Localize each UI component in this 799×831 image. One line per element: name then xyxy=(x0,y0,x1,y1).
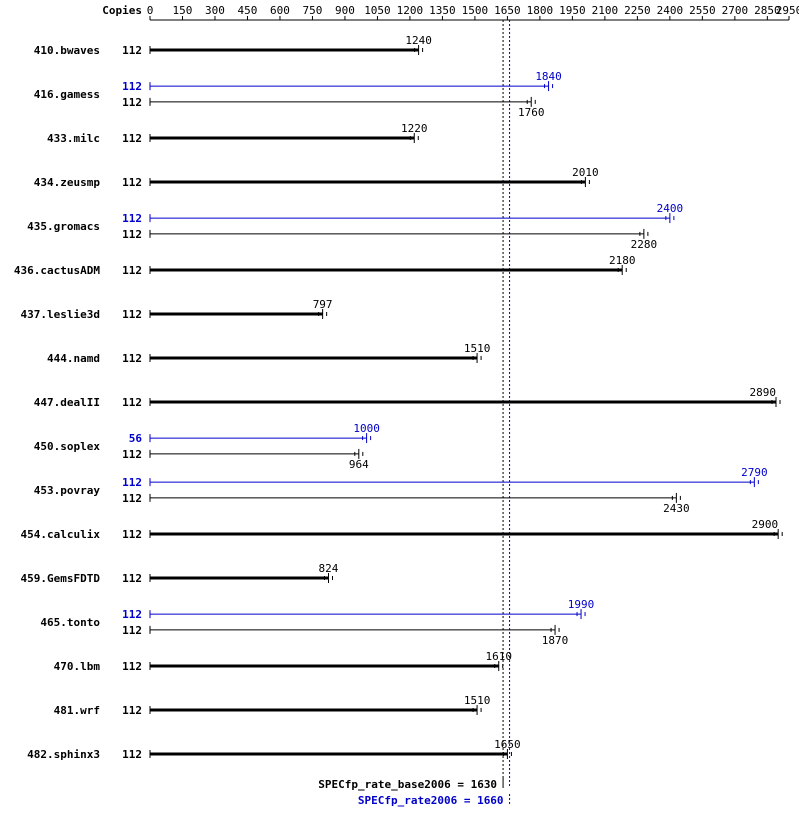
benchmark-label: 454.calculix xyxy=(21,528,101,541)
benchmark-label: 435.gromacs xyxy=(27,220,100,233)
benchmark-label: 481.wrf xyxy=(54,704,100,717)
copies-label: 112 xyxy=(122,352,142,365)
svg-text:450: 450 xyxy=(238,4,258,17)
svg-text:900: 900 xyxy=(335,4,355,17)
benchmark-label: 433.milc xyxy=(47,132,100,145)
copies-label: 112 xyxy=(122,704,142,717)
benchmark-label: 434.zeusmp xyxy=(34,176,101,189)
reference-label: SPECfp_rate2006 = 1660 xyxy=(358,794,504,807)
value-label: 1220 xyxy=(401,122,428,135)
benchmark-label: 482.sphinx3 xyxy=(27,748,100,761)
copies-label: 112 xyxy=(122,176,142,189)
benchmark-label: 437.leslie3d xyxy=(21,308,100,321)
value-label: 2430 xyxy=(663,502,690,515)
benchmark-label: 470.lbm xyxy=(54,660,101,673)
copies-label: 112 xyxy=(122,80,142,93)
svg-text:2400: 2400 xyxy=(657,4,684,17)
copies-label: 112 xyxy=(122,528,142,541)
value-label: 2280 xyxy=(631,238,658,251)
copies-label: 112 xyxy=(122,608,142,621)
copies-label: 112 xyxy=(122,448,142,461)
value-label: 1870 xyxy=(542,634,569,647)
svg-text:2100: 2100 xyxy=(592,4,619,17)
svg-text:1950: 1950 xyxy=(559,4,586,17)
svg-text:1350: 1350 xyxy=(429,4,456,17)
value-label: 1610 xyxy=(485,650,512,663)
svg-text:150: 150 xyxy=(173,4,193,17)
copies-label: 112 xyxy=(122,492,142,505)
svg-text:1050: 1050 xyxy=(364,4,391,17)
benchmark-label: 453.povray xyxy=(34,484,101,497)
value-label: 1510 xyxy=(464,342,491,355)
benchmark-label: 416.gamess xyxy=(34,88,100,101)
svg-text:2700: 2700 xyxy=(722,4,749,17)
svg-text:0: 0 xyxy=(147,4,154,17)
value-label: 1840 xyxy=(535,70,562,83)
svg-text:2550: 2550 xyxy=(689,4,716,17)
value-label: 2900 xyxy=(752,518,779,531)
svg-text:750: 750 xyxy=(303,4,323,17)
copies-label: 112 xyxy=(122,748,142,761)
value-label: 964 xyxy=(349,458,369,471)
copies-label: 112 xyxy=(122,212,142,225)
svg-text:1650: 1650 xyxy=(494,4,521,17)
benchmark-label: 450.soplex xyxy=(34,440,101,453)
copies-label: 112 xyxy=(122,96,142,109)
benchmark-label: 436.cactusADM xyxy=(14,264,100,277)
value-label: 2400 xyxy=(657,202,684,215)
spec-rate-chart: 0 150 300 450 600 750 900 1050 1200 1350 1500 1650 1… xyxy=(0,0,799,831)
benchmark-label: 410.bwaves xyxy=(34,44,100,57)
copies-label: 112 xyxy=(122,396,142,409)
svg-text:2950: 2950 xyxy=(776,4,799,17)
copies-label: 112 xyxy=(122,132,142,145)
svg-text:600: 600 xyxy=(270,4,290,17)
copies-label: 112 xyxy=(122,572,142,585)
benchmark-label: 444.namd xyxy=(47,352,100,365)
value-label: 1760 xyxy=(518,106,545,119)
value-label: 1000 xyxy=(353,422,380,435)
value-label: 2010 xyxy=(572,166,599,179)
benchmark-label: 459.GemsFDTD xyxy=(21,572,101,585)
svg-text:2250: 2250 xyxy=(624,4,651,17)
copies-label: 112 xyxy=(122,660,142,673)
value-label: 2790 xyxy=(741,466,768,479)
value-label: 1650 xyxy=(494,738,521,751)
copies-label: 112 xyxy=(122,624,142,637)
value-label: 2180 xyxy=(609,254,636,267)
value-label: 824 xyxy=(319,562,339,575)
value-label: 1510 xyxy=(464,694,491,707)
value-label: 797 xyxy=(313,298,333,311)
svg-text:Copies: Copies xyxy=(102,4,142,17)
svg-text:1500: 1500 xyxy=(462,4,489,17)
reference-label: SPECfp_rate_base2006 = 1630 xyxy=(318,778,497,791)
value-label: 1240 xyxy=(405,34,432,47)
svg-text:1200: 1200 xyxy=(397,4,424,17)
benchmark-label: 447.dealII xyxy=(34,396,100,409)
copies-label: 112 xyxy=(122,228,142,241)
copies-label: 112 xyxy=(122,264,142,277)
benchmark-label: 465.tonto xyxy=(40,616,100,629)
value-label: 1990 xyxy=(568,598,595,611)
copies-label: 112 xyxy=(122,44,142,57)
svg-text:300: 300 xyxy=(205,4,225,17)
value-label: 2890 xyxy=(750,386,777,399)
copies-label: 56 xyxy=(129,432,143,445)
copies-label: 112 xyxy=(122,308,142,321)
copies-label: 112 xyxy=(122,476,142,489)
svg-text:1800: 1800 xyxy=(527,4,554,17)
